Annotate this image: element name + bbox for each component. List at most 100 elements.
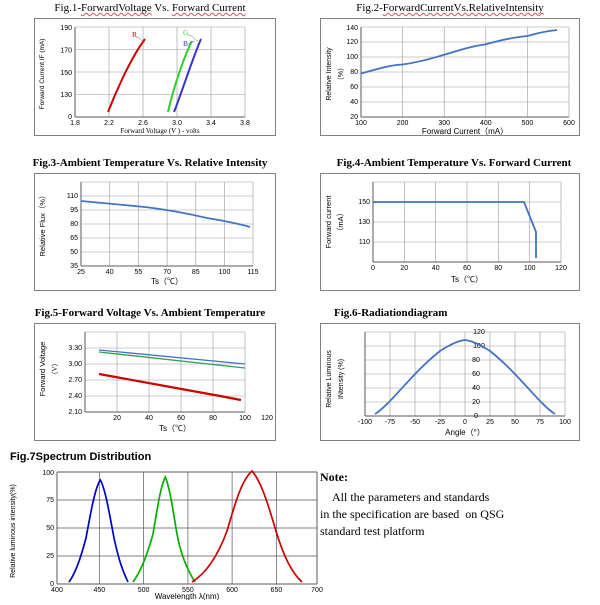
svg-text:G: G	[183, 28, 189, 37]
svg-text:120: 120	[473, 329, 485, 336]
svg-text:75: 75	[46, 497, 54, 504]
svg-text:85: 85	[192, 269, 200, 276]
svg-text:（%）: （%）	[337, 64, 345, 84]
svg-text:3.4: 3.4	[206, 120, 216, 127]
svg-text:80: 80	[350, 69, 358, 76]
svg-text:（V）: （V）	[51, 359, 59, 378]
svg-text:-25: -25	[435, 419, 445, 426]
svg-text:（mA）: （mA）	[336, 209, 345, 235]
svg-text:50: 50	[70, 249, 78, 256]
svg-text:40: 40	[472, 385, 480, 392]
svg-text:80: 80	[472, 357, 480, 364]
svg-text:600: 600	[563, 120, 575, 127]
svg-text:25: 25	[486, 419, 494, 426]
svg-text:Ts（℃）: Ts（℃）	[159, 424, 191, 433]
svg-text:190: 190	[60, 25, 72, 32]
svg-text:40: 40	[145, 415, 153, 422]
svg-text:0: 0	[463, 419, 467, 426]
svg-text:140: 140	[346, 25, 358, 32]
svg-text:80: 80	[494, 265, 502, 272]
svg-text:60: 60	[472, 371, 480, 378]
svg-text:100: 100	[239, 415, 251, 422]
svg-text:2.70: 2.70	[68, 377, 82, 384]
svg-text:40: 40	[350, 99, 358, 106]
svg-text:100: 100	[559, 419, 571, 426]
svg-text:3.00: 3.00	[68, 361, 82, 368]
svg-text:Forward Voltage: Forward Voltage	[38, 342, 47, 397]
svg-text:Relative Intensity: Relative Intensity	[326, 47, 333, 101]
svg-text:100: 100	[42, 470, 54, 477]
svg-text:80: 80	[70, 221, 78, 228]
svg-text:Relative Luminous: Relative Luminous	[326, 350, 333, 408]
svg-text:100: 100	[346, 54, 358, 61]
svg-text:1.8: 1.8	[70, 120, 80, 127]
svg-text:100: 100	[355, 120, 367, 127]
svg-text:60: 60	[463, 265, 471, 272]
svg-text:500: 500	[522, 120, 534, 127]
svg-text:150: 150	[358, 199, 370, 206]
svg-text:25: 25	[46, 553, 54, 560]
svg-text:450: 450	[93, 587, 105, 594]
svg-text:400: 400	[51, 587, 63, 594]
svg-text:-50: -50	[410, 419, 420, 426]
svg-text:2.2: 2.2	[104, 120, 114, 127]
svg-text:60: 60	[350, 84, 358, 91]
svg-text:40: 40	[432, 265, 440, 272]
svg-text:100: 100	[219, 269, 231, 276]
svg-text:50: 50	[46, 525, 54, 532]
svg-text:80: 80	[209, 415, 217, 422]
svg-text:700: 700	[311, 587, 323, 594]
svg-text:115: 115	[247, 269, 258, 276]
svg-text:55: 55	[135, 269, 143, 276]
svg-text:R: R	[132, 30, 137, 39]
svg-text:400: 400	[480, 120, 492, 127]
svg-text:100: 100	[524, 265, 536, 272]
svg-text:0: 0	[474, 413, 478, 420]
svg-text:300: 300	[438, 120, 450, 127]
svg-text:130: 130	[358, 219, 370, 226]
svg-text:650: 650	[271, 587, 283, 594]
svg-text:Wavelength λ(nm): Wavelength λ(nm)	[155, 592, 220, 600]
svg-text:20: 20	[113, 415, 121, 422]
svg-text:120: 120	[346, 39, 358, 46]
svg-text:3.30: 3.30	[68, 345, 82, 352]
svg-text:110: 110	[67, 193, 78, 200]
svg-text:0: 0	[371, 265, 375, 272]
svg-text:3.8: 3.8	[240, 120, 250, 127]
svg-text:110: 110	[359, 239, 370, 246]
svg-text:50: 50	[511, 419, 519, 426]
svg-text:Angle（°）: Angle（°）	[445, 428, 485, 437]
svg-text:60: 60	[177, 415, 185, 422]
svg-text:-75: -75	[385, 419, 395, 426]
svg-text:200: 200	[397, 120, 409, 127]
svg-text:170: 170	[60, 48, 72, 55]
svg-text:Forward current: Forward current	[324, 195, 333, 249]
svg-text:INtensity (%): INtensity (%)	[338, 359, 345, 399]
svg-text:65: 65	[70, 235, 78, 242]
svg-text:2.40: 2.40	[68, 393, 82, 400]
svg-text:75: 75	[536, 419, 544, 426]
svg-text:130: 130	[60, 92, 72, 99]
svg-text:Relative luminous intensity(: Relative luminous intensity(%)	[10, 484, 17, 578]
svg-text:120: 120	[555, 265, 567, 272]
svg-text:Forward Current（mA）: Forward Current（mA）	[422, 127, 508, 136]
svg-text:3.0: 3.0	[172, 120, 182, 127]
svg-text:500: 500	[138, 587, 150, 594]
svg-text:Ts（℃）: Ts（℃）	[451, 275, 483, 284]
svg-text:120: 120	[261, 415, 273, 422]
svg-text:Forward Voltage (V ) - volts: Forward Voltage (V ) - volts	[120, 127, 199, 135]
svg-text:600: 600	[226, 587, 238, 594]
svg-text:70: 70	[163, 269, 171, 276]
svg-text:Forward Current IF (mA): Forward Current IF (mA)	[39, 39, 46, 110]
svg-text:B: B	[183, 39, 188, 48]
svg-text:20: 20	[400, 265, 408, 272]
svg-text:-100: -100	[358, 419, 372, 426]
svg-text:Relative Flux（%）: Relative Flux（%）	[38, 191, 47, 256]
svg-text:20: 20	[472, 399, 480, 406]
svg-text:2.6: 2.6	[138, 120, 148, 127]
svg-text:25: 25	[77, 269, 85, 276]
svg-text:40: 40	[106, 269, 114, 276]
svg-text:95: 95	[70, 207, 78, 214]
svg-text:Ts（℃）: Ts（℃）	[151, 277, 183, 286]
svg-text:150: 150	[60, 70, 72, 77]
